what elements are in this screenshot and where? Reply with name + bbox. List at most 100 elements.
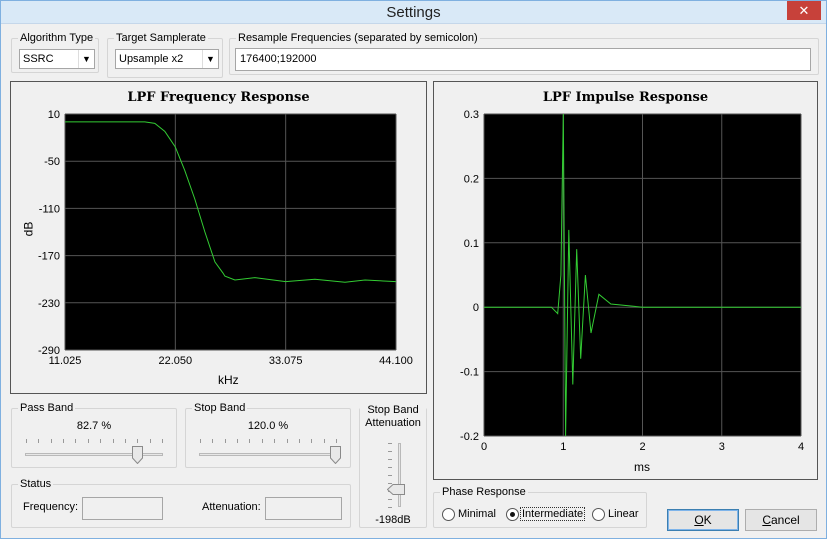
y-tick-label: 0.1 bbox=[464, 238, 479, 250]
pass-band-slider-track[interactable] bbox=[25, 453, 163, 456]
slider-tick bbox=[63, 439, 65, 443]
slider-tick bbox=[274, 439, 276, 443]
resample-frequencies-input[interactable]: 176400;192000 bbox=[235, 48, 811, 71]
x-tick-label: 2 bbox=[639, 441, 645, 453]
x-tick-label: 4 bbox=[798, 441, 804, 453]
slider-tick bbox=[323, 439, 325, 443]
x-tick-label: 3 bbox=[719, 441, 725, 453]
cancel-mnemonic: C bbox=[762, 513, 771, 527]
phase-linear-label[interactable]: Linear bbox=[608, 508, 639, 520]
attenuation-legend-line2: Attenuation bbox=[365, 417, 421, 429]
algorithm-type-select[interactable]: SSRC ▼ bbox=[19, 49, 95, 69]
slider-tick bbox=[38, 439, 40, 443]
stop-band-legend: Stop Band bbox=[192, 402, 248, 415]
status-group: Status Frequency: Attenuation: bbox=[11, 478, 351, 528]
phase-minimal-label[interactable]: Minimal bbox=[458, 508, 496, 520]
y-tick-label: 10 bbox=[48, 109, 60, 121]
target-samplerate-legend: Target Samplerate bbox=[114, 32, 208, 45]
pass-band-group: Pass Band 82.7 % bbox=[11, 402, 177, 468]
slider-tick bbox=[100, 439, 102, 443]
window-title: Settings bbox=[386, 4, 441, 21]
ok-label-rest: K bbox=[703, 513, 712, 527]
cancel-button[interactable]: Cancel bbox=[745, 509, 817, 531]
series-line bbox=[65, 121, 397, 283]
phase-intermediate-label[interactable]: Intermediate bbox=[520, 507, 586, 521]
resample-frequencies-group: Resample Frequencies (separated by semic… bbox=[229, 32, 819, 75]
close-icon[interactable]: ✕ bbox=[787, 1, 821, 20]
impulse-response-panel: LPF Impulse Response 0 1 2 3 4 0.3 0.2 0.1 0 -0.1… bbox=[433, 81, 818, 480]
slider-tick bbox=[336, 439, 337, 443]
slider-tick bbox=[50, 439, 52, 443]
impulse-chart-title: LPF Impulse Response bbox=[542, 90, 709, 105]
phase-intermediate-radio[interactable] bbox=[506, 508, 519, 521]
slider-tick bbox=[261, 439, 263, 443]
plot-area bbox=[65, 114, 396, 350]
slider-tick bbox=[298, 439, 300, 443]
slider-tick bbox=[124, 439, 126, 443]
slider-tick bbox=[200, 439, 201, 443]
stop-band-slider-track[interactable] bbox=[199, 453, 337, 456]
target-samplerate-select[interactable]: Upsample x2 ▼ bbox=[115, 49, 219, 69]
phase-minimal-radio[interactable] bbox=[442, 508, 455, 521]
title-bar: Settings ✕ bbox=[1, 1, 826, 24]
algorithm-type-legend: Algorithm Type bbox=[18, 32, 96, 45]
slider-tick bbox=[388, 459, 392, 460]
stop-band-value: 120.0 % bbox=[247, 420, 289, 432]
y-tick-label: -0.1 bbox=[460, 367, 479, 379]
phase-linear-radio[interactable] bbox=[592, 508, 605, 521]
frequency-chart-ylabel: dB bbox=[21, 221, 36, 237]
phase-response-group: Phase Response Minimal Intermediate Line… bbox=[433, 486, 647, 528]
y-tick-label: -0.2 bbox=[460, 431, 479, 443]
x-tick-label: 44.100 bbox=[379, 355, 413, 367]
stop-band-group: Stop Band 120.0 % bbox=[185, 402, 351, 468]
slider-tick bbox=[388, 475, 392, 476]
pass-band-value: 82.7 % bbox=[76, 420, 112, 432]
y-tick-label: -50 bbox=[44, 156, 60, 168]
ok-button[interactable]: OK bbox=[667, 509, 739, 531]
impulse-chart-xlabel: ms bbox=[634, 460, 650, 474]
slider-tick bbox=[311, 439, 313, 443]
slider-tick bbox=[388, 507, 392, 508]
target-samplerate-value: Upsample x2 bbox=[119, 53, 184, 65]
slider-tick bbox=[26, 439, 27, 443]
slider-tick bbox=[87, 439, 89, 443]
status-legend: Status bbox=[18, 478, 54, 491]
pass-band-legend: Pass Band bbox=[18, 402, 76, 415]
chevron-down-icon: ▼ bbox=[78, 50, 94, 68]
frequency-chart-xlabel: kHz bbox=[218, 373, 239, 387]
frequency-response-chart: 11.025 22.050 33.075 44.100 10 -50 -110 -170 -23… bbox=[38, 109, 413, 367]
x-tick-label: 11.025 bbox=[49, 355, 82, 367]
ok-mnemonic: O bbox=[694, 513, 704, 527]
y-tick-label: 0 bbox=[473, 302, 479, 314]
y-tick-label: -230 bbox=[38, 298, 60, 310]
stop-band-slider-thumb[interactable] bbox=[330, 446, 341, 464]
slider-tick bbox=[162, 439, 163, 443]
frequency-chart-title: LPF Frequency Response bbox=[127, 90, 310, 105]
y-tick-label: -110 bbox=[39, 203, 60, 215]
slider-tick bbox=[137, 439, 139, 443]
slider-tick bbox=[224, 439, 226, 443]
x-tick-label: 22.050 bbox=[159, 355, 193, 367]
chevron-down-icon: ▼ bbox=[202, 50, 218, 68]
y-tick-label: -170 bbox=[38, 251, 60, 263]
slider-tick bbox=[249, 439, 251, 443]
phase-response-legend: Phase Response bbox=[440, 486, 528, 499]
target-samplerate-group: Target Samplerate Upsample x2 ▼ bbox=[107, 32, 223, 78]
attenuation-slider-thumb[interactable] bbox=[387, 484, 405, 496]
slider-tick bbox=[112, 439, 114, 443]
attenuation-slider-track[interactable] bbox=[398, 443, 401, 507]
attenuation-label: Attenuation: bbox=[202, 501, 261, 513]
frequency-readout bbox=[82, 497, 163, 520]
slider-tick bbox=[237, 439, 239, 443]
attenuation-group: Stop Band Attenuation -198dB bbox=[359, 404, 427, 528]
attenuation-readout bbox=[265, 497, 342, 520]
algorithm-type-group: Algorithm Type SSRC ▼ bbox=[11, 32, 99, 73]
x-tick-label: 33.075 bbox=[269, 355, 303, 367]
series-line bbox=[484, 113, 801, 437]
pass-band-slider-thumb[interactable] bbox=[132, 446, 144, 464]
slider-tick bbox=[149, 439, 151, 443]
impulse-response-chart: 0 1 2 3 4 0.3 0.2 0.1 0 -0.1 -0.2 bbox=[460, 109, 804, 453]
attenuation-value: -198dB bbox=[375, 514, 411, 526]
slider-tick bbox=[388, 467, 392, 468]
